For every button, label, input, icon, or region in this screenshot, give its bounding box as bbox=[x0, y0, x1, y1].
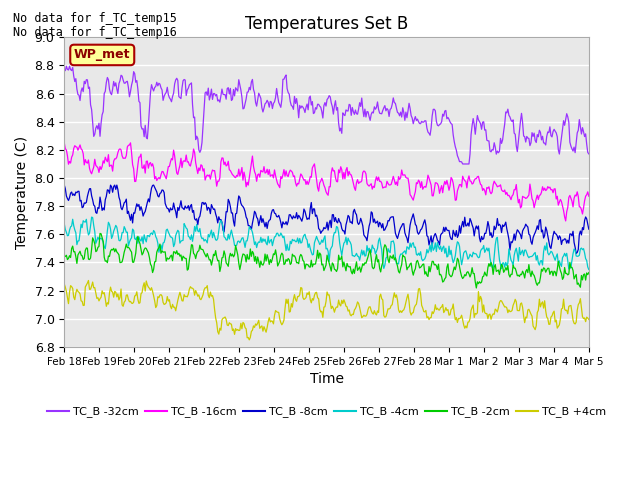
X-axis label: Time: Time bbox=[310, 372, 344, 386]
Text: No data for f_TC_temp16: No data for f_TC_temp16 bbox=[13, 26, 177, 39]
Legend: TC_B -32cm, TC_B -16cm, TC_B -8cm, TC_B -4cm, TC_B -2cm, TC_B +4cm: TC_B -32cm, TC_B -16cm, TC_B -8cm, TC_B … bbox=[42, 402, 611, 422]
Y-axis label: Temperature (C): Temperature (C) bbox=[15, 135, 29, 249]
Text: WP_met: WP_met bbox=[74, 48, 131, 61]
Text: No data for f_TC_temp15: No data for f_TC_temp15 bbox=[13, 12, 177, 25]
Title: Temperatures Set B: Temperatures Set B bbox=[245, 15, 408, 33]
